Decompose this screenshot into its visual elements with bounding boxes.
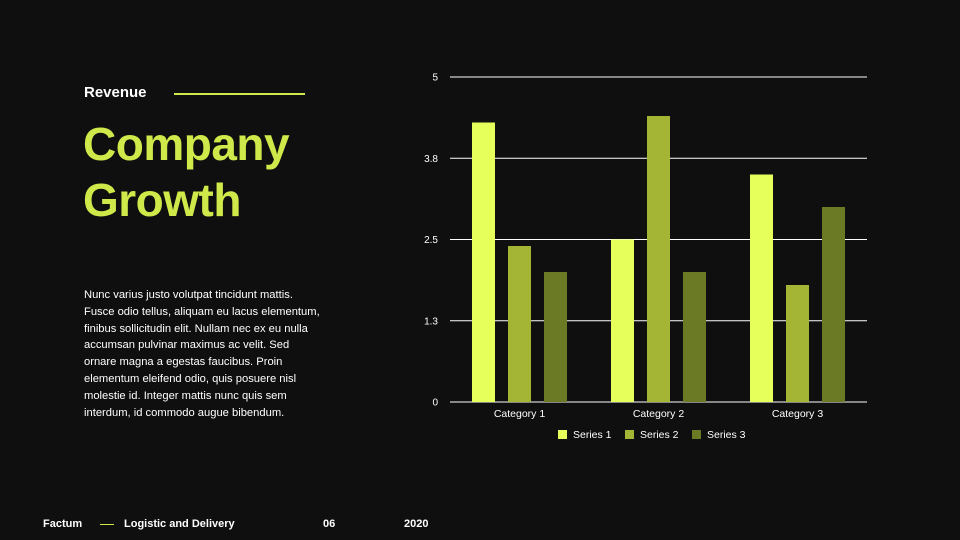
bar [786, 285, 809, 402]
x-tick-label: Category 1 [494, 408, 546, 420]
bar [508, 246, 531, 402]
bar [822, 207, 845, 402]
y-tick-label: 0 [432, 398, 438, 409]
legend-label: Series 2 [640, 429, 679, 441]
bar-chart: 0 1.3 2.5 3.8 5 Category 1 Category 2 Category … [424, 73, 867, 441]
title-line-1: Company [83, 118, 290, 170]
bar [750, 174, 773, 402]
x-tick-label: Category 3 [772, 408, 824, 420]
page-title: Company Growth [83, 116, 290, 228]
title-line-2: Growth [83, 174, 241, 226]
y-tick-label: 2.5 [424, 235, 438, 246]
legend-label: Series 3 [707, 429, 746, 441]
footer-divider [100, 524, 114, 525]
revenue-label: Revenue [84, 84, 147, 101]
bar [647, 116, 670, 402]
y-tick-label: 5 [432, 73, 438, 84]
bar [683, 272, 706, 402]
accent-line [174, 93, 305, 95]
legend-swatch [625, 430, 634, 439]
y-tick-label: 1.3 [424, 316, 438, 327]
legend-swatch [558, 430, 567, 439]
y-tick-label: 3.8 [424, 154, 438, 165]
legend-label: Series 1 [573, 429, 612, 441]
footer-brand: Factum [43, 518, 83, 530]
legend-swatch [692, 430, 701, 439]
bar [544, 272, 567, 402]
bar [472, 122, 495, 402]
footer-section: Logistic and Delivery [124, 518, 235, 530]
body-paragraph: Nunc varius justo volutpat tincidunt mat… [84, 289, 320, 419]
bar [611, 239, 634, 402]
footer-page-number: 06 [323, 518, 336, 530]
x-tick-label: Category 2 [633, 408, 685, 420]
footer-year: 2020 [404, 518, 429, 530]
